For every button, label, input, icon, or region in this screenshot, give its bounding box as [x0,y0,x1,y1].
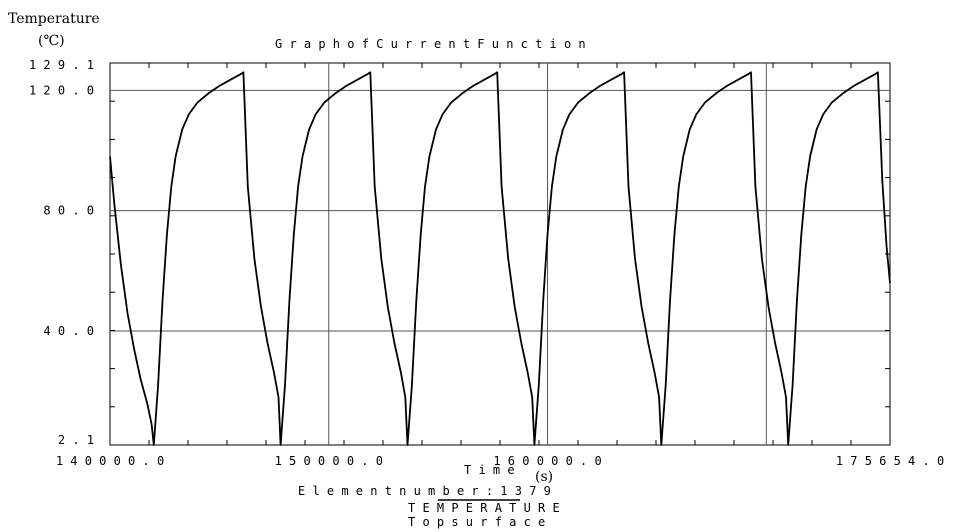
series-line-0 [109,71,891,446]
y-axis-label: Temperature [8,11,100,27]
y-tick-label-1: 1 2 0 . 0 [29,83,94,97]
y-tick-label-3: 4 0 . 0 [43,324,94,338]
y-tick-label-2: 8 0 . 0 [43,204,94,218]
grid [110,63,890,445]
x-tick-label-0: 1 4 0 0 0 0 . 0 [56,454,164,468]
x-axis-unit: (s) [535,469,553,485]
x-tick-label-2: 1 6 0 0 0 0 . 0 [493,454,601,468]
y-tick-label-0: 1 2 9 . 1 [29,58,94,72]
series-group [109,71,891,446]
y-axis-unit: (℃) [38,33,65,49]
footer-temperature: T E M P E R A T U R E [408,501,560,515]
footer-element-number: E l e m e n t n u m b e r : 1 3 7 9 [298,484,551,498]
plot-frame [109,62,891,446]
footer-top-surface: T o p s u r f a c e [408,515,545,529]
x-axis-label: T i m e [464,463,515,477]
chart-title: G r a p h o f C u r r e n t F u n c t i … [275,37,586,51]
frame-ticks [110,63,890,445]
y-tick-labels: 1 2 9 . 1 1 2 0 . 0 8 0 . 0 4 0 . 0 2 . 1 [29,58,94,447]
x-tick-label-3: 1 7 5 6 5 4 . 0 [836,454,944,468]
y-tick-label-4: 2 . 1 [58,433,94,447]
x-tick-labels: 1 4 0 0 0 0 . 0 1 5 0 0 0 0 . 0 1 6 0 0 0 … [56,454,944,468]
x-tick-label-1: 1 5 0 0 0 0 . 0 [275,454,383,468]
